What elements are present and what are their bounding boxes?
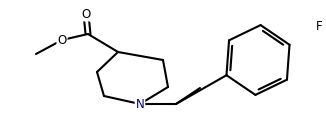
Text: O: O bbox=[82, 8, 91, 20]
Text: F: F bbox=[316, 20, 323, 32]
Text: N: N bbox=[136, 98, 144, 110]
Text: O: O bbox=[57, 34, 67, 46]
